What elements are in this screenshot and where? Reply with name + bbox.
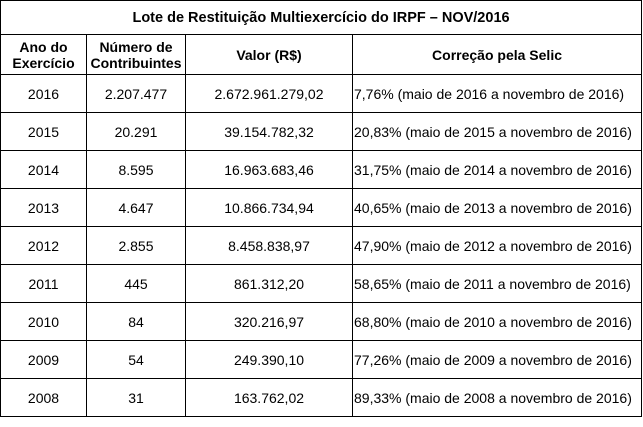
cell-valor: 249.390,10 xyxy=(185,340,353,379)
restituicao-table: Lote de Restituição Multiexercício do IR… xyxy=(0,0,643,417)
cell-selic: 31,75% (maio de 2014 a novembro de 2016) xyxy=(351,150,643,189)
table-row: 2013 4.647 10.866.734,94 40,65% (maio de… xyxy=(0,188,643,227)
cell-ano: 2011 xyxy=(0,264,87,303)
cell-valor: 320.216,97 xyxy=(185,302,353,341)
table-row: 2015 20.291 39.154.782,32 20,83% (maio d… xyxy=(0,112,643,151)
cell-valor: 10.866.734,94 xyxy=(185,188,353,227)
cell-ano: 2014 xyxy=(0,150,87,189)
cell-selic: 40,65% (maio de 2013 a novembro de 2016) xyxy=(351,188,643,227)
cell-valor: 8.458.838,97 xyxy=(185,226,353,265)
table-row: 2010 84 320.216,97 68,80% (maio de 2010 … xyxy=(0,302,643,341)
cell-selic: 47,90% (maio de 2012 a novembro de 2016) xyxy=(351,226,643,265)
cell-ano: 2009 xyxy=(0,340,87,379)
cell-contribuintes: 2.207.477 xyxy=(86,74,186,113)
table-row: 2011 445 861.312,20 58,65% (maio de 2011… xyxy=(0,264,643,303)
header-correcao-selic: Correção pela Selic xyxy=(351,34,643,75)
cell-contribuintes: 2.855 xyxy=(86,226,186,265)
cell-valor: 39.154.782,32 xyxy=(185,112,353,151)
cell-ano: 2016 xyxy=(0,74,87,113)
cell-selic: 58,65% (maio de 2011 a novembro de 2016) xyxy=(351,264,643,303)
cell-selic: 20,83% (maio de 2015 a novembro de 2016) xyxy=(351,112,643,151)
header-ano-exercicio: Ano do Exercício xyxy=(0,34,87,75)
cell-valor: 163.762,02 xyxy=(185,378,353,417)
cell-contribuintes: 54 xyxy=(86,340,186,379)
cell-valor: 2.672.961.279,02 xyxy=(185,74,353,113)
cell-ano: 2015 xyxy=(0,112,87,151)
cell-ano: 2008 xyxy=(0,378,87,417)
title-row: Lote de Restituição Multiexercício do IR… xyxy=(0,0,643,35)
cell-contribuintes: 31 xyxy=(86,378,186,417)
cell-selic: 77,26% (maio de 2009 a novembro de 2016) xyxy=(351,340,643,379)
table-row: 2014 8.595 16.963.683,46 31,75% (maio de… xyxy=(0,150,643,189)
cell-contribuintes: 4.647 xyxy=(86,188,186,227)
cell-valor: 16.963.683,46 xyxy=(185,150,353,189)
cell-contribuintes: 445 xyxy=(86,264,186,303)
table-row: 2008 31 163.762,02 89,33% (maio de 2008 … xyxy=(0,378,643,417)
cell-ano: 2013 xyxy=(0,188,87,227)
header-numero-contribuintes: Número de Contribuintes xyxy=(86,34,186,75)
cell-selic: 7,76% (maio de 2016 a novembro de 2016) xyxy=(351,74,643,113)
cell-selic: 89,33% (maio de 2008 a novembro de 2016) xyxy=(351,378,643,417)
table-row: 2016 2.207.477 2.672.961.279,02 7,76% (m… xyxy=(0,74,643,113)
header-valor: Valor (R$) xyxy=(185,34,353,75)
cell-contribuintes: 20.291 xyxy=(86,112,186,151)
cell-valor: 861.312,20 xyxy=(185,264,353,303)
cell-contribuintes: 8.595 xyxy=(86,150,186,189)
cell-selic: 68,80% (maio de 2010 a novembro de 2016) xyxy=(351,302,643,341)
table-title: Lote de Restituição Multiexercício do IR… xyxy=(0,0,643,35)
header-row: Ano do Exercício Número de Contribuintes… xyxy=(0,34,643,75)
cell-contribuintes: 84 xyxy=(86,302,186,341)
table-row: 2012 2.855 8.458.838,97 47,90% (maio de … xyxy=(0,226,643,265)
table-row: 2009 54 249.390,10 77,26% (maio de 2009 … xyxy=(0,340,643,379)
cell-ano: 2010 xyxy=(0,302,87,341)
cell-ano: 2012 xyxy=(0,226,87,265)
